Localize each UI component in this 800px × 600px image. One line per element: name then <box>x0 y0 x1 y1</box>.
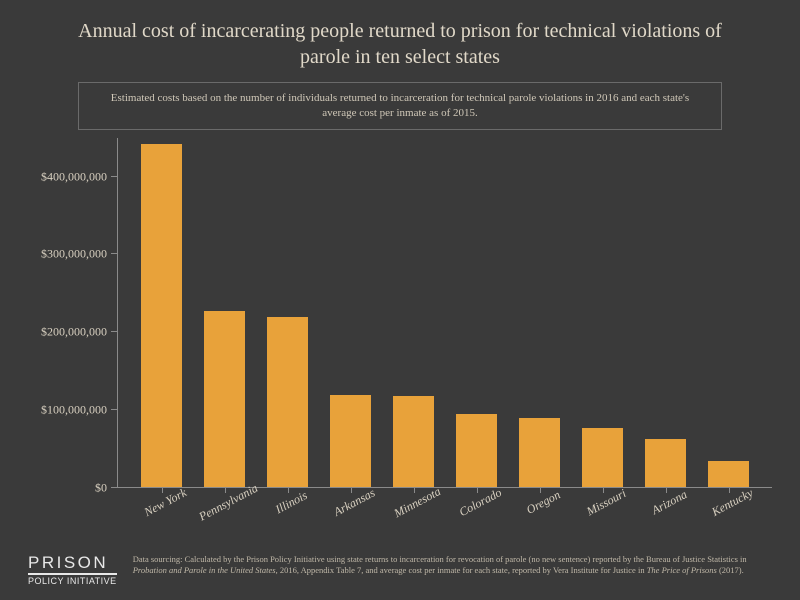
y-tick <box>111 176 117 177</box>
source-part: , 2016, Appendix Table 7, and average co… <box>276 565 647 575</box>
x-label-slot: Kentucky <box>697 488 760 540</box>
x-labels-group: New YorkPennsylvania Illinois ArkansasMinn… <box>118 488 772 540</box>
y-tick <box>111 331 117 332</box>
x-tick <box>603 488 604 493</box>
x-tick <box>666 488 667 493</box>
x-axis-label: Illinois <box>272 488 309 517</box>
x-label-slot: Oregon <box>508 488 571 540</box>
chart-title: Annual cost of incarcerating people retu… <box>28 18 772 70</box>
x-axis-label: Kentucky <box>709 486 755 520</box>
bar <box>393 396 434 488</box>
plot-region <box>118 138 772 488</box>
bar-slot <box>634 138 697 488</box>
subtitle-box: Estimated costs based on the number of i… <box>78 82 722 130</box>
x-tick <box>414 488 415 493</box>
x-tick <box>288 488 289 493</box>
footer: PRISON POLICY INITIATIVE Data sourcing: … <box>28 548 772 588</box>
x-axis-label: Pennsylvania <box>196 481 260 525</box>
bar <box>708 461 749 488</box>
x-axis-label: Missouri <box>584 486 629 519</box>
x-axis-label: New York <box>141 485 189 520</box>
y-axis: $0$100,000,000$200,000,000$300,000,000$4… <box>28 138 118 488</box>
x-label-slot: Colorado <box>445 488 508 540</box>
y-axis-label: $100,000,000 <box>41 403 107 418</box>
bar-slot <box>319 138 382 488</box>
bar <box>204 311 245 488</box>
y-axis-label: $400,000,000 <box>41 169 107 184</box>
source-cite-2: The Price of Prisons <box>647 565 717 575</box>
x-tick <box>540 488 541 493</box>
bar-slot <box>697 138 760 488</box>
bar-slot <box>130 138 193 488</box>
x-label-slot: Pennsylvania <box>193 488 256 540</box>
x-label-slot: Missouri <box>571 488 634 540</box>
x-label-slot: Arizona <box>634 488 697 540</box>
bar-slot <box>382 138 445 488</box>
x-label-slot: New York <box>130 488 193 540</box>
bar <box>582 428 623 488</box>
chart-subtitle: Estimated costs based on the number of i… <box>99 91 701 121</box>
x-tick <box>477 488 478 493</box>
bar-slot <box>508 138 571 488</box>
x-label-slot: Minnesota <box>382 488 445 540</box>
bar <box>645 439 686 488</box>
bar <box>519 418 560 488</box>
bar-slot <box>193 138 256 488</box>
y-axis-label: $300,000,000 <box>41 247 107 262</box>
bars-group <box>118 138 772 488</box>
y-axis-label: $200,000,000 <box>41 325 107 340</box>
logo: PRISON POLICY INITIATIVE <box>28 554 117 588</box>
bar <box>141 144 182 488</box>
x-axis-label: Arkansas <box>331 486 377 520</box>
chart-container: Annual cost of incarcerating people retu… <box>0 0 800 600</box>
bar-slot <box>445 138 508 488</box>
chart-area: $0 $100,000,000 $200,000,000 $300,000,000 $4… <box>28 138 772 540</box>
y-tick <box>111 409 117 410</box>
x-tick <box>225 488 226 493</box>
y-axis-label: $0 <box>95 481 107 496</box>
x-tick <box>162 488 163 493</box>
x-tick <box>351 488 352 493</box>
logo-line-1: PRISON <box>28 554 117 571</box>
y-tick <box>111 487 117 488</box>
bar <box>330 395 371 488</box>
x-axis-label: Colorado <box>456 485 504 520</box>
source-text: Data sourcing: Calculated by the Prison … <box>133 554 772 577</box>
source-part: Data sourcing: Calculated by the Prison … <box>133 554 747 564</box>
source-cite-1: Probation and Parole in the United State… <box>133 565 276 575</box>
logo-line-2: POLICY INITIATIVE <box>28 573 117 586</box>
bar-slot <box>256 138 319 488</box>
bar <box>267 317 308 488</box>
y-tick <box>111 253 117 254</box>
bar <box>456 414 497 488</box>
bar-slot <box>571 138 634 488</box>
x-axis-label: Oregon <box>524 487 563 517</box>
x-axis-label: Arizona <box>649 487 690 518</box>
x-label-slot: Illinois <box>256 488 319 540</box>
x-label-slot: Arkansas <box>319 488 382 540</box>
source-part: (2017). <box>717 565 744 575</box>
x-axis-label: Minnesota <box>391 484 443 521</box>
x-tick <box>729 488 730 493</box>
